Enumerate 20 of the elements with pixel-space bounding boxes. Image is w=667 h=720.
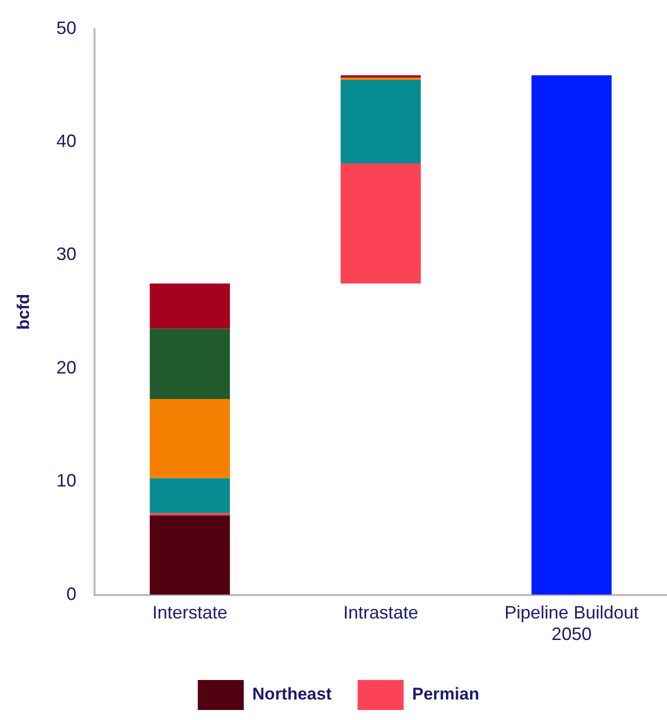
- x-tick-label: Intrastate: [343, 602, 418, 623]
- legend-label: Permian: [412, 684, 480, 704]
- y-tick-label: 0: [66, 584, 76, 604]
- x-tick-label: Interstate: [152, 602, 228, 623]
- bar: [531, 75, 612, 595]
- bar: [150, 516, 230, 595]
- bar: [150, 478, 230, 514]
- bar: [340, 164, 421, 284]
- y-tick-label: 50: [56, 18, 76, 38]
- y-tick-label: 30: [56, 244, 76, 264]
- bar: [150, 328, 230, 399]
- y-axis-title: bcfd: [14, 294, 33, 330]
- legend-label: Northeast: [252, 684, 332, 704]
- bar: [340, 80, 421, 164]
- bar: [150, 398, 230, 478]
- y-tick-label: 40: [56, 130, 76, 151]
- bar: [150, 284, 230, 329]
- y-tick-label: 20: [56, 357, 76, 378]
- x-tick-label: Pipeline Buildout 2050: [504, 602, 639, 644]
- y-tick-label: 10: [56, 470, 76, 491]
